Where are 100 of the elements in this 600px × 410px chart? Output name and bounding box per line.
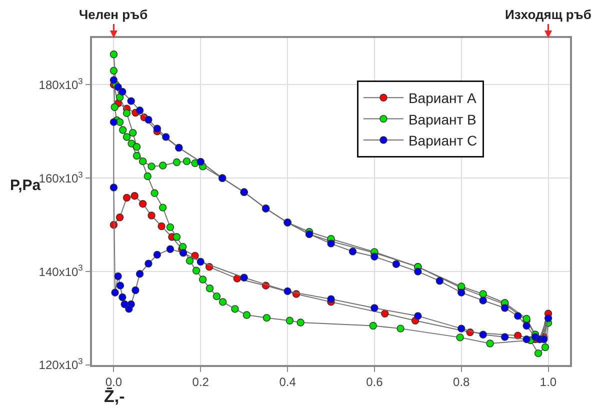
point [110, 103, 118, 111]
point [158, 222, 166, 230]
point [212, 292, 221, 300]
point [118, 88, 126, 96]
x-axis-title: Z̄,- [104, 387, 125, 406]
point [284, 287, 292, 296]
y-tick-label: 120x10$^{3}$ [38, 356, 84, 372]
point [458, 288, 466, 296]
legend-label: Вариант C [408, 132, 478, 148]
legend-label: Вариант A [408, 90, 478, 106]
point [116, 282, 124, 290]
point [166, 245, 174, 253]
point [436, 277, 444, 285]
point [127, 97, 135, 105]
y-tick-label: 140x10$^{3}$ [38, 262, 84, 279]
point [486, 340, 494, 348]
point [458, 324, 466, 332]
point [138, 200, 147, 208]
point [150, 189, 158, 197]
point [286, 316, 294, 324]
y-tick-label: 160x10$^{3}$ [38, 169, 84, 186]
point [122, 133, 131, 141]
point [153, 250, 162, 259]
point [370, 252, 378, 260]
point [166, 223, 174, 232]
point [296, 318, 304, 326]
point [456, 334, 464, 342]
point [138, 157, 147, 166]
point [116, 214, 124, 222]
point [144, 172, 152, 180]
point [479, 296, 487, 304]
point [327, 240, 335, 248]
x-tick-label: 1.0 [540, 375, 557, 390]
point [396, 324, 404, 332]
point [118, 293, 126, 302]
point [136, 106, 144, 114]
point [414, 268, 422, 276]
point [196, 258, 204, 266]
point [148, 162, 156, 170]
point [114, 83, 122, 91]
point [192, 266, 200, 274]
point [182, 157, 191, 166]
point [162, 133, 170, 141]
point [125, 305, 133, 313]
x-tick-label: 0.2 [192, 375, 210, 390]
point [206, 284, 214, 292]
point [153, 124, 162, 132]
point [500, 333, 509, 341]
point [130, 192, 138, 200]
point [110, 184, 118, 192]
point [158, 162, 167, 170]
point [198, 276, 207, 284]
x-tick-label: 0.8 [453, 375, 470, 390]
point [110, 66, 118, 75]
point [148, 212, 156, 220]
point [186, 256, 194, 265]
point [500, 304, 509, 312]
point [136, 270, 144, 278]
y-tick-label: 180x10$^{3}$ [38, 76, 84, 92]
point [144, 260, 152, 268]
point [540, 335, 548, 344]
point [144, 116, 152, 124]
point [111, 288, 119, 296]
point [262, 314, 271, 322]
point [522, 322, 530, 330]
annotation: Челен ръб [79, 7, 148, 22]
point [132, 286, 140, 294]
point [534, 349, 542, 358]
point [119, 126, 127, 134]
point [348, 248, 357, 256]
x-tick-label: 0.6 [366, 375, 384, 390]
point [381, 310, 389, 318]
point [132, 152, 141, 160]
annotation: Изходящ ръб [505, 7, 592, 22]
point [110, 76, 118, 84]
point [172, 158, 181, 166]
point [541, 343, 550, 352]
point [392, 260, 400, 268]
point [479, 290, 487, 298]
point [479, 330, 487, 338]
point [231, 305, 239, 313]
legend-label: Вариант B [408, 111, 476, 128]
point [132, 142, 141, 151]
point [110, 50, 118, 58]
point [242, 311, 251, 319]
point [522, 335, 530, 344]
point [514, 312, 522, 320]
x-tick-label: 0.0 [105, 375, 122, 390]
point [122, 109, 131, 118]
point [369, 322, 377, 330]
point [414, 312, 422, 320]
point [110, 118, 118, 126]
point [114, 272, 122, 280]
point [240, 274, 248, 282]
point [172, 233, 181, 241]
point [544, 314, 552, 322]
point [122, 194, 131, 202]
point [120, 300, 128, 308]
point [370, 304, 378, 312]
point [327, 295, 335, 303]
